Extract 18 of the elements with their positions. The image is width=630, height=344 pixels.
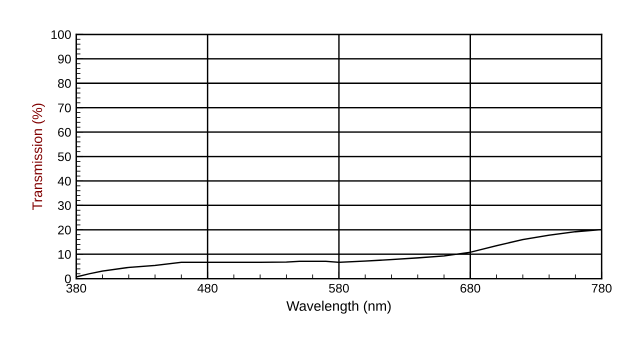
y-tick-label: 100	[51, 30, 71, 40]
y-tick-label: 20	[58, 226, 71, 234]
y-axis-title: Transmission (%)	[32, 104, 45, 210]
y-tick-label: 60	[58, 128, 71, 137]
x-axis-title: Wavelength (nm)	[286, 300, 391, 314]
x-tick-label: 480	[197, 284, 218, 293]
y-tick-label: 90	[58, 54, 71, 64]
x-tick-label: 380	[66, 284, 86, 293]
x-tick-label: 580	[329, 284, 349, 293]
y-tick-label: 30	[58, 201, 71, 210]
y-tick-label: 0	[64, 274, 71, 284]
y-tick-label: 80	[58, 79, 71, 88]
y-tick-label: 50	[58, 152, 71, 162]
x-tick-label: 780	[592, 284, 612, 293]
y-tick-label: 70	[58, 103, 71, 112]
y-tick-label: 40	[58, 176, 71, 186]
x-tick-label: 680	[460, 284, 480, 293]
y-tick-label: 10	[58, 250, 71, 259]
